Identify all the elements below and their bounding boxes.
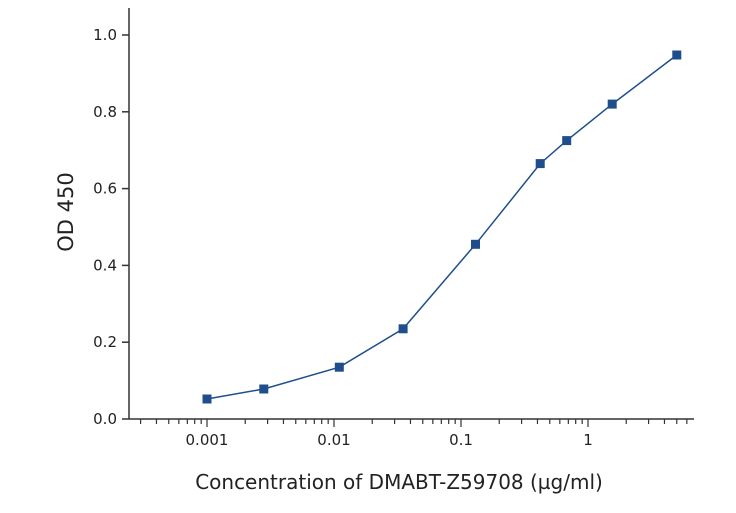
x-tick-label: 1 (583, 431, 593, 449)
y-tick-label: 0.6 (93, 180, 117, 198)
y-tick-label: 0.2 (93, 333, 117, 351)
x-axis-ticks: 0.001 0.01 0.1 1 (139, 419, 688, 449)
data-point (672, 50, 682, 60)
y-tick-label: 0.8 (93, 103, 117, 121)
x-tick-label: 0.1 (449, 431, 473, 449)
x-axis-title: Concentration of DMABT-Z59708 (µg/ml) (195, 470, 603, 494)
x-tick-label: 0.01 (317, 431, 350, 449)
data-point (535, 159, 545, 169)
data-point (471, 239, 480, 249)
y-axis-title: OD 450 (54, 172, 78, 251)
data-point (398, 324, 408, 334)
data-point (202, 394, 212, 404)
series-line (206, 54, 678, 400)
y-axis-ticks: 0.0 0.2 0.4 0.6 0.8 1.0 (93, 26, 129, 428)
data-points (202, 50, 682, 404)
data-point (334, 362, 344, 372)
data-point (607, 99, 617, 109)
y-tick-label: 1.0 (93, 26, 117, 44)
x-tick-label: 0.001 (186, 431, 229, 449)
y-tick-label: 0.0 (93, 410, 117, 428)
y-tick-label: 0.4 (93, 256, 117, 274)
data-point (259, 384, 269, 394)
data-point (562, 136, 572, 146)
